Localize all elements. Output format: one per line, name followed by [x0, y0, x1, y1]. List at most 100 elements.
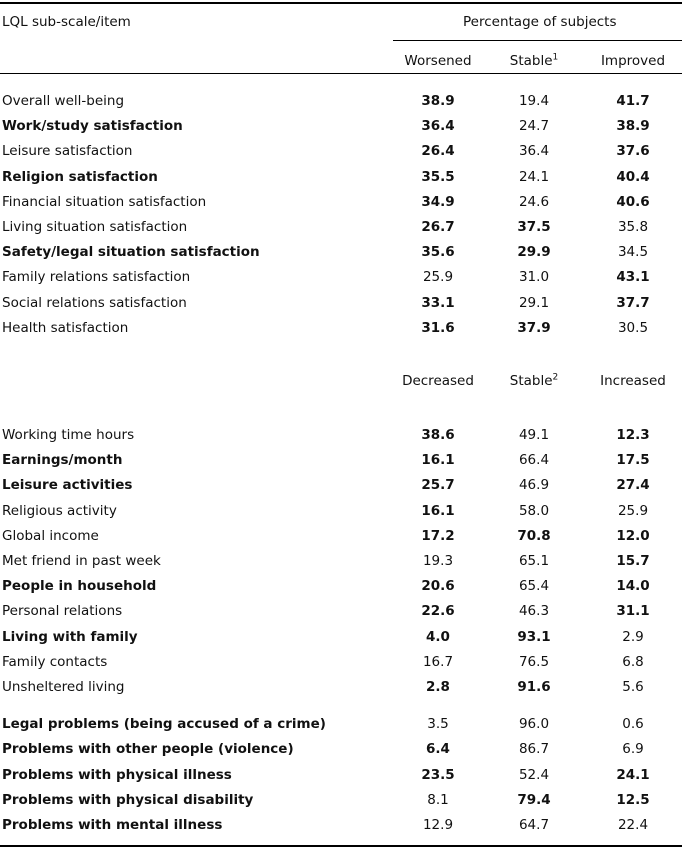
col-header-stable-1: Stable1 [509, 52, 559, 69]
row-label: Global income [2, 527, 99, 544]
col-header-worsened: Worsened [404, 53, 472, 69]
row-label: People in household [2, 578, 157, 595]
row-value: 17.2 [421, 527, 455, 544]
row-value: 14.0 [616, 578, 650, 595]
row-value: 12.0 [616, 527, 650, 544]
row-value: 65.1 [518, 553, 550, 569]
row-value: 5.6 [622, 679, 644, 695]
row-value: 4.0 [426, 628, 450, 645]
row-label: Family relations satisfaction [2, 269, 191, 286]
row-value: 24.7 [518, 118, 550, 135]
row-label: Met friend in past week [2, 553, 161, 569]
col-header-stable-2: Stable2 [509, 372, 559, 389]
row-label: Health satisfaction [2, 319, 129, 336]
row-value: 35.5 [421, 168, 455, 185]
row-value: 38.6 [421, 427, 455, 443]
row-value: 29.9 [517, 244, 551, 261]
row-value: 31.0 [518, 269, 550, 286]
row-value: 36.4 [421, 118, 455, 135]
row-value: 8.1 [427, 791, 449, 808]
row-value: 64.7 [518, 817, 550, 833]
row-value: 2.8 [426, 679, 450, 695]
row-value: 86.7 [518, 741, 550, 758]
row-value: 46.3 [518, 603, 550, 620]
row-value: 20.6 [421, 578, 455, 595]
row-value: 41.7 [616, 93, 650, 109]
row-value: 31.1 [616, 603, 650, 620]
row-value: 96.0 [518, 716, 550, 733]
row-value: 19.3 [422, 553, 454, 569]
row-value: 70.8 [517, 527, 551, 544]
row-value: 35.6 [421, 244, 455, 261]
row-value: 24.6 [518, 193, 550, 210]
header-rule [393, 40, 682, 41]
row-label: Social relations satisfaction [2, 294, 187, 311]
row-value: 31.6 [421, 319, 455, 336]
row-label: Problems with mental illness [2, 817, 223, 833]
row-value: 15.7 [616, 553, 650, 569]
row-value: 91.6 [517, 679, 551, 695]
row-value: 43.1 [616, 269, 650, 286]
row-label: Safety/legal situation satisfaction [2, 244, 260, 261]
row-value: 22.6 [421, 603, 455, 620]
row-value: 36.4 [518, 143, 550, 160]
row-value: 12.9 [422, 817, 454, 833]
subheader-rule [0, 73, 682, 74]
row-label: Work/study satisfaction [2, 118, 183, 135]
row-value: 22.4 [617, 817, 649, 833]
row-value: 52.4 [518, 766, 550, 783]
row-value: 23.5 [421, 766, 455, 783]
row-label: Problems with other people (violence) [2, 741, 294, 758]
row-label: Financial situation satisfaction [2, 193, 207, 210]
col-header-improved: Improved [600, 53, 666, 69]
row-value: 35.8 [617, 219, 649, 235]
row-label: Living with family [2, 628, 138, 645]
row-value: 37.9 [517, 319, 551, 336]
row-label: Leisure satisfaction [2, 143, 133, 160]
row-label: Living situation satisfaction [2, 219, 188, 235]
row-value: 16.1 [421, 452, 455, 469]
bottom-rule [0, 845, 682, 847]
row-value: 26.4 [421, 143, 455, 160]
row-label: Leisure activities [2, 477, 133, 494]
row-label: Earnings/month [2, 452, 123, 469]
row-value: 29.1 [518, 294, 550, 311]
row-value: 40.4 [616, 168, 650, 185]
row-label: Overall well-being [2, 93, 125, 109]
row-value: 0.6 [622, 716, 644, 733]
row-value: 16.1 [421, 502, 455, 519]
row-value: 26.7 [421, 219, 455, 235]
row-value: 76.5 [518, 653, 550, 670]
row-label: Problems with physical illness [2, 766, 232, 783]
column-label-header: LQL sub-scale/item [2, 14, 131, 30]
row-value: 40.6 [616, 193, 650, 210]
row-value: 33.1 [421, 294, 455, 311]
row-label: Unsheltered living [2, 679, 125, 695]
top-rule [0, 2, 682, 4]
row-value: 19.4 [518, 93, 550, 109]
row-value: 27.4 [616, 477, 650, 494]
row-value: 25.7 [421, 477, 455, 494]
row-label: Religious activity [2, 502, 117, 519]
row-value: 37.5 [517, 219, 551, 235]
row-value: 16.7 [422, 653, 454, 670]
col-header-decreased: Decreased [402, 373, 474, 389]
row-value: 49.1 [518, 427, 550, 443]
row-value: 6.4 [426, 741, 450, 758]
row-value: 24.1 [616, 766, 650, 783]
row-label: Legal problems (being accused of a crime… [2, 716, 326, 733]
row-value: 37.6 [616, 143, 650, 160]
row-label: Religion satisfaction [2, 168, 158, 185]
row-label: Problems with physical disability [2, 791, 254, 808]
row-value: 6.9 [622, 741, 644, 758]
row-value: 25.9 [617, 502, 649, 519]
col-header-increased: Increased [600, 373, 666, 389]
percentage-group-header: Percentage of subjects [463, 14, 617, 30]
row-value: 79.4 [517, 791, 551, 808]
row-label: Personal relations [2, 603, 123, 620]
row-value: 6.8 [622, 653, 644, 670]
row-value: 12.3 [616, 427, 650, 443]
row-value: 25.9 [422, 269, 454, 286]
row-value: 38.9 [421, 93, 455, 109]
row-value: 24.1 [518, 168, 550, 185]
